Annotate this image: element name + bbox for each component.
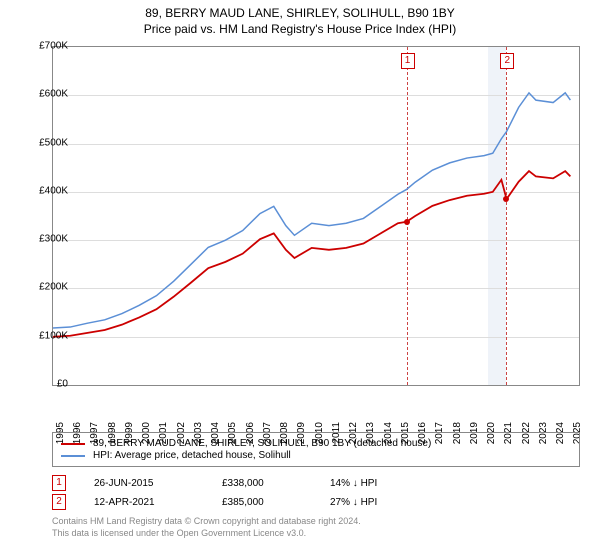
y-tick-label: £400K <box>39 185 68 196</box>
y-tick-label: £0 <box>57 379 68 390</box>
legend: 89, BERRY MAUD LANE, SHIRLEY, SOLIHULL, … <box>52 432 580 539</box>
sale-dot-2 <box>503 196 509 202</box>
sale-price: £338,000 <box>222 478 302 489</box>
legend-label: 89, BERRY MAUD LANE, SHIRLEY, SOLIHULL, … <box>93 438 431 449</box>
y-tick-label: £300K <box>39 234 68 245</box>
legend-swatch <box>61 443 85 445</box>
sale-date: 12-APR-2021 <box>94 497 194 508</box>
sale-pct: 14% ↓ HPI <box>330 478 430 489</box>
legend-row: 89, BERRY MAUD LANE, SHIRLEY, SOLIHULL, … <box>61 438 571 449</box>
attribution-line2: This data is licensed under the Open Gov… <box>52 528 580 540</box>
sale-info-row: 1 26-JUN-2015 £338,000 14% ↓ HPI <box>52 475 580 491</box>
sale-dot-1 <box>404 219 410 225</box>
title-main: 89, BERRY MAUD LANE, SHIRLEY, SOLIHULL, … <box>0 6 600 20</box>
series-property <box>53 171 570 337</box>
sale-info-row: 2 12-APR-2021 £385,000 27% ↓ HPI <box>52 494 580 510</box>
sale-date: 26-JUN-2015 <box>94 478 194 489</box>
chart-area: 12 <box>52 46 580 386</box>
chart-lines <box>53 47 579 385</box>
series-hpi <box>53 93 570 328</box>
sale-marker-icon: 2 <box>52 494 66 510</box>
y-tick-label: £600K <box>39 89 68 100</box>
sales-table: 1 26-JUN-2015 £338,000 14% ↓ HPI 2 12-APR-202… <box>52 475 580 510</box>
y-tick-label: £100K <box>39 330 68 341</box>
attribution: Contains HM Land Registry data © Crown c… <box>52 516 580 539</box>
title-sub: Price paid vs. HM Land Registry's House … <box>0 22 600 36</box>
legend-swatch <box>61 455 85 457</box>
attribution-line1: Contains HM Land Registry data © Crown c… <box>52 516 580 528</box>
x-axis-labels: 1995199619971998199920002001200220032004… <box>52 390 580 430</box>
y-tick-label: £500K <box>39 137 68 148</box>
title-block: 89, BERRY MAUD LANE, SHIRLEY, SOLIHULL, … <box>0 0 600 36</box>
legend-row: HPI: Average price, detached house, Soli… <box>61 450 571 461</box>
y-tick-label: £200K <box>39 282 68 293</box>
y-tick-label: £700K <box>39 41 68 52</box>
legend-series-box: 89, BERRY MAUD LANE, SHIRLEY, SOLIHULL, … <box>52 432 580 467</box>
sale-marker-icon: 1 <box>52 475 66 491</box>
sale-pct: 27% ↓ HPI <box>330 497 430 508</box>
legend-label: HPI: Average price, detached house, Soli… <box>93 450 291 461</box>
sale-price: £385,000 <box>222 497 302 508</box>
